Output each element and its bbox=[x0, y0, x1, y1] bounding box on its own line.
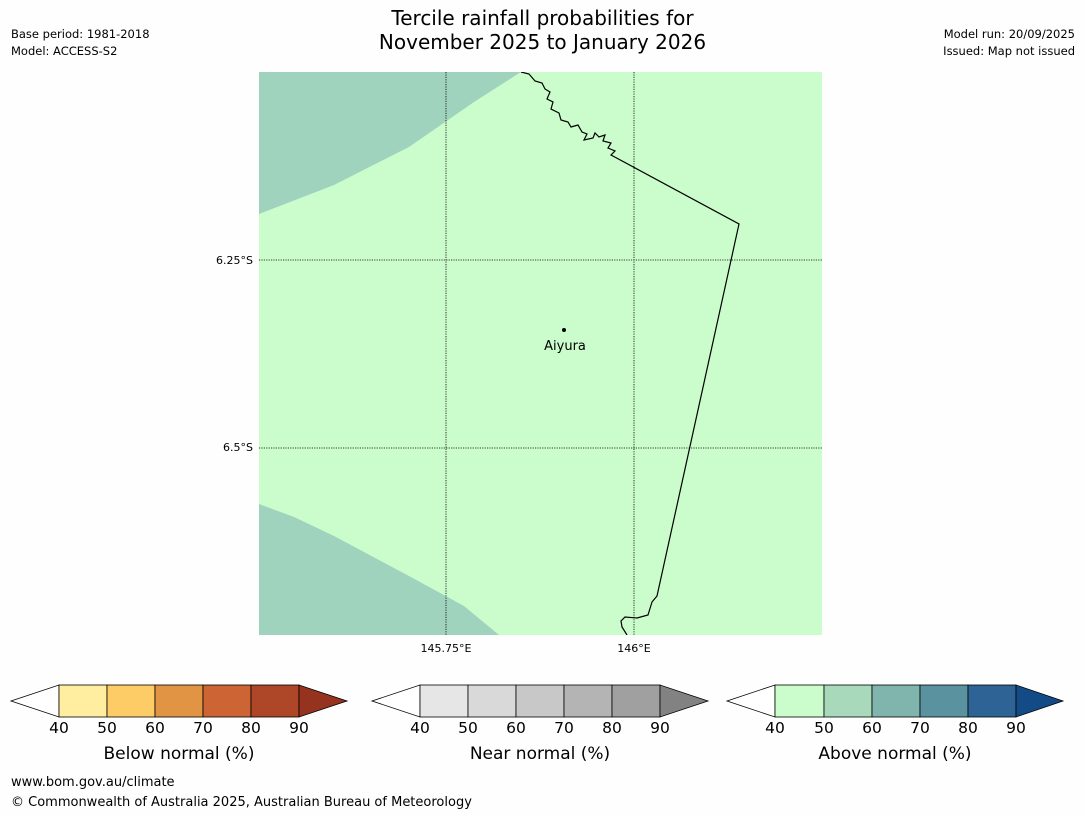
colorbar-near-low-extend bbox=[370, 684, 421, 718]
coastline-border bbox=[520, 72, 740, 635]
colorbar-below-low-extend bbox=[9, 684, 60, 718]
colorbar-above-bin-60-70 bbox=[871, 684, 921, 718]
colorbar-near-tick-90: 90 bbox=[650, 719, 670, 737]
colorbar-near-normal bbox=[370, 684, 710, 718]
colorbar-above-bin-80-90 bbox=[967, 684, 1017, 718]
colorbar-near-bin-60-70 bbox=[515, 684, 565, 718]
model-name: Model: ACCESS-S2 bbox=[11, 44, 118, 58]
colorbar-above-bin-50-60 bbox=[823, 684, 873, 718]
lat-tick-6-25: 6.25°S bbox=[216, 254, 253, 267]
meta-right: Model run: 20/09/2025 Issued: Map not is… bbox=[943, 26, 1075, 60]
place-label-aiyura: Aiyura bbox=[544, 339, 586, 354]
zone-top-left bbox=[259, 72, 521, 214]
colorbar-above-label: Above normal (%) bbox=[818, 744, 972, 764]
model-run: Model run: 20/09/2025 bbox=[943, 27, 1075, 41]
colorbar-near-bin-50-60 bbox=[467, 684, 517, 718]
colorbar-near-bin-80-90 bbox=[611, 684, 661, 718]
colorbar-above-tick-60: 60 bbox=[862, 719, 882, 737]
colorbar-below-bin-60-70 bbox=[154, 684, 204, 718]
title-line-2: November 2025 to January 2026 bbox=[378, 30, 707, 54]
meta-left: Base period: 1981-2018 Model: ACCESS-S2 bbox=[11, 26, 150, 60]
colorbar-above-tick-50: 50 bbox=[814, 719, 834, 737]
colorbar-near-high-extend bbox=[659, 684, 710, 718]
colorbar-below-label: Below normal (%) bbox=[103, 744, 255, 764]
colorbar-above-bin-40-50 bbox=[774, 684, 825, 718]
colorbar-near-tick-60: 60 bbox=[506, 719, 526, 737]
colorbar-above-tick-90: 90 bbox=[1006, 719, 1026, 737]
colorbar-near-tick-70: 70 bbox=[554, 719, 574, 737]
colorbar-above-high-extend bbox=[1015, 684, 1065, 718]
colorbar-near-label: Near normal (%) bbox=[469, 744, 611, 764]
colorbar-near-tick-80: 80 bbox=[602, 719, 622, 737]
colorbar-near-tick-40: 40 bbox=[410, 719, 430, 737]
colorbar-below-high-extend bbox=[298, 684, 349, 718]
place-marker-aiyura bbox=[562, 328, 566, 332]
colorbar-below-bin-50-60 bbox=[106, 684, 156, 718]
colorbar-above-tick-40: 40 bbox=[765, 719, 785, 737]
colorbar-above-low-extend bbox=[725, 684, 776, 718]
colorbar-below-bin-40-50 bbox=[58, 684, 108, 718]
colorbar-below-bin-80-90 bbox=[250, 684, 300, 718]
colorbar-below-tick-50: 50 bbox=[97, 719, 117, 737]
colorbar-above-bin-70-80 bbox=[919, 684, 969, 718]
map-panel: Aiyura bbox=[259, 72, 822, 635]
lon-tick-145-75: 145.75°E bbox=[420, 642, 472, 655]
map-title: Tercile rainfall probabilities for Novem… bbox=[0, 6, 1085, 54]
zone-bottom-left bbox=[259, 504, 499, 635]
lat-tick-6-5: 6.5°S bbox=[223, 441, 253, 454]
colorbar-below-tick-40: 40 bbox=[49, 719, 69, 737]
gridlines bbox=[259, 72, 822, 635]
footer-copyright: © Commonwealth of Australia 2025, Austra… bbox=[11, 795, 472, 810]
colorbar-above-tick-80: 80 bbox=[958, 719, 978, 737]
issued-status: Issued: Map not issued bbox=[943, 44, 1075, 58]
colorbar-below-tick-80: 80 bbox=[241, 719, 261, 737]
base-period: Base period: 1981-2018 bbox=[11, 27, 150, 41]
colorbar-above-normal bbox=[725, 684, 1065, 718]
title-line-1: Tercile rainfall probabilities for bbox=[391, 6, 694, 30]
colorbar-below-tick-60: 60 bbox=[145, 719, 165, 737]
colorbar-below-bin-70-80 bbox=[202, 684, 252, 718]
colorbar-below-tick-70: 70 bbox=[193, 719, 213, 737]
footer-url: www.bom.gov.au/climate bbox=[11, 775, 175, 790]
colorbar-above-tick-70: 70 bbox=[910, 719, 930, 737]
colorbar-below-tick-90: 90 bbox=[289, 719, 309, 737]
colorbar-near-bin-70-80 bbox=[563, 684, 613, 718]
lon-tick-146: 146°E bbox=[617, 642, 651, 655]
colorbar-near-tick-50: 50 bbox=[458, 719, 478, 737]
colorbar-near-bin-40-50 bbox=[419, 684, 469, 718]
colorbar-below-normal bbox=[9, 684, 349, 718]
